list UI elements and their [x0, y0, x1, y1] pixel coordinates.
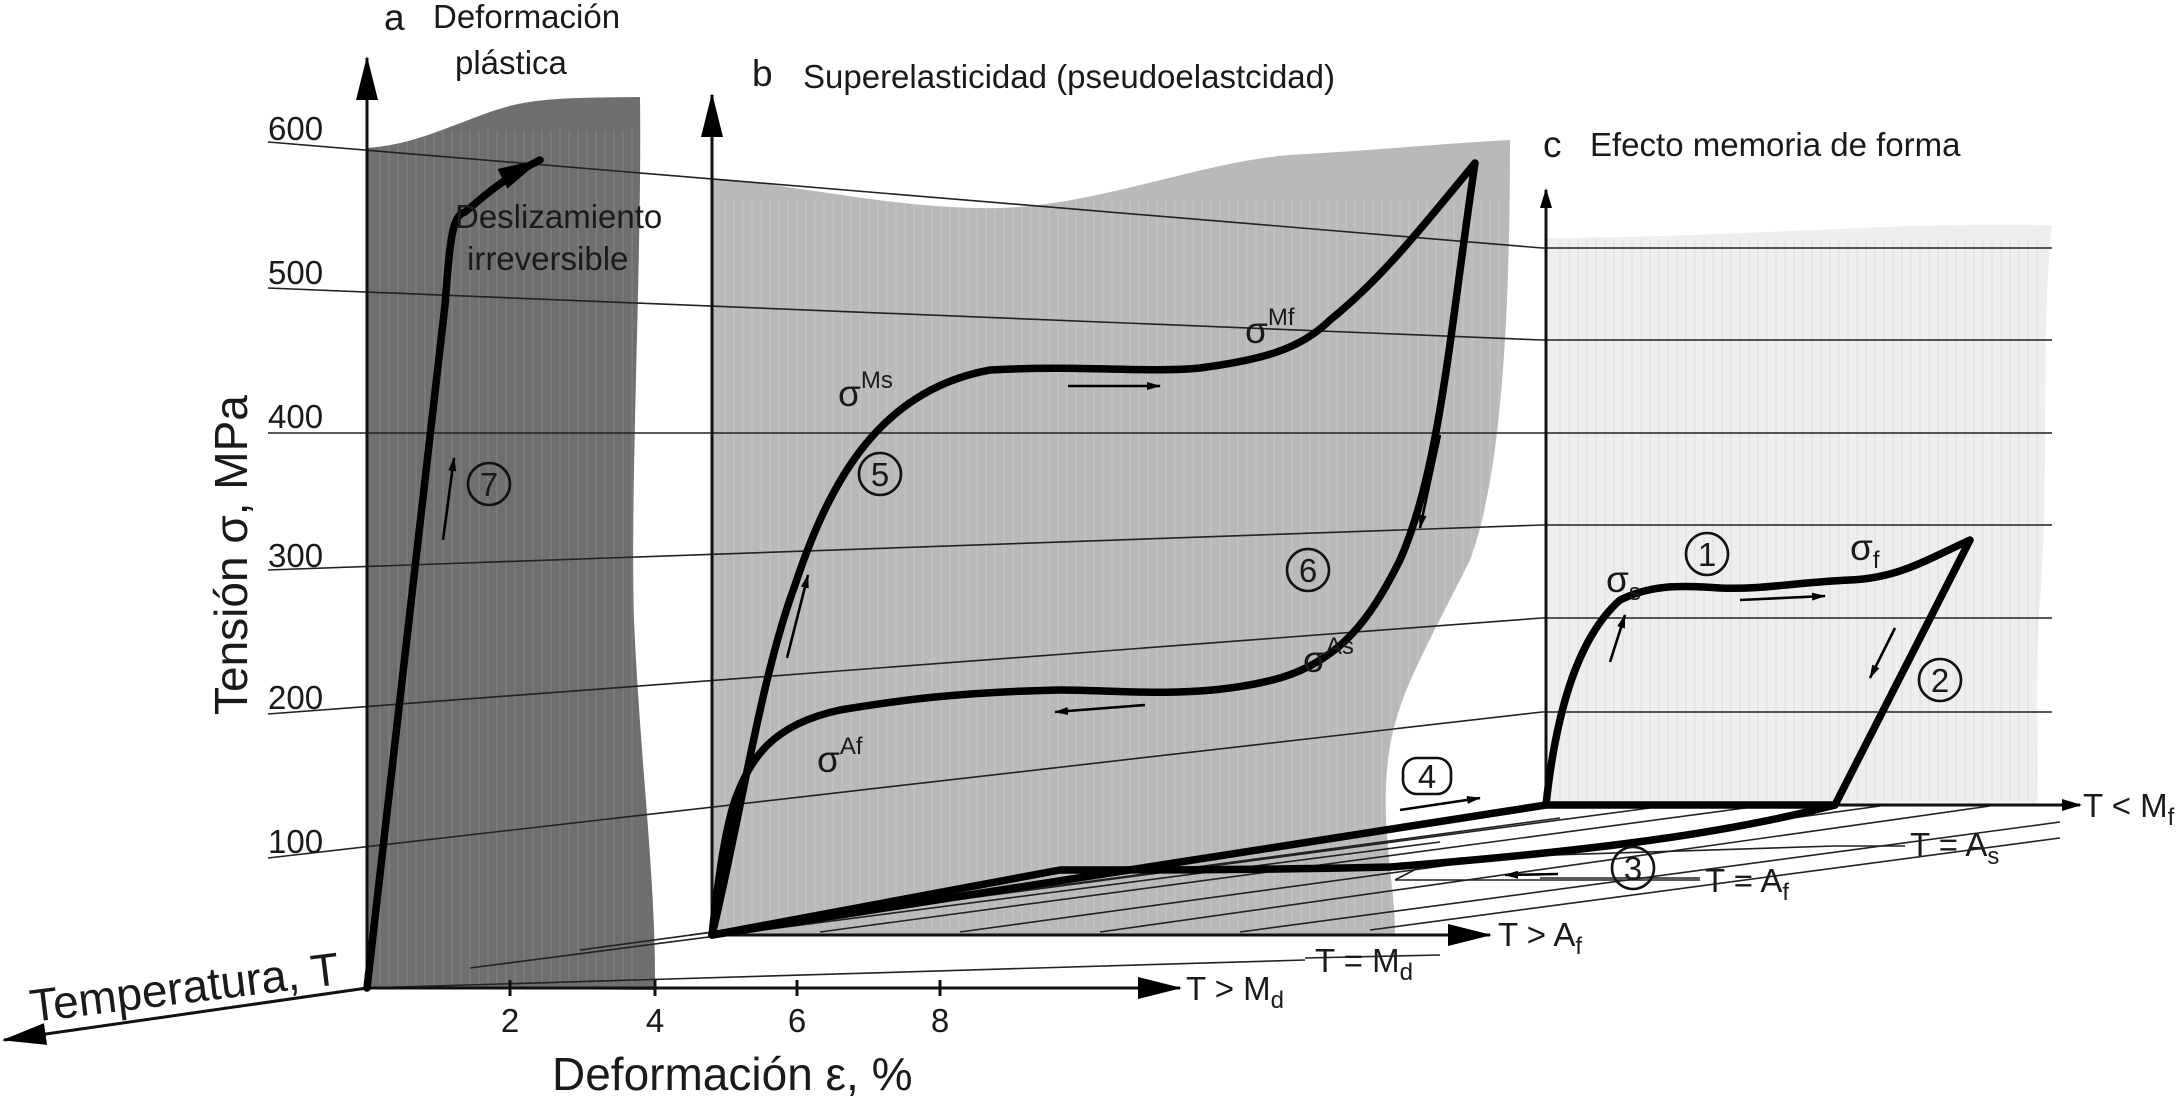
panel-c-plane	[1546, 224, 2052, 806]
x-tick-marks	[508, 980, 942, 996]
step-label-5: 5	[871, 456, 889, 493]
panel-b-title: Superelasticidad (pseudoelastcidad)	[803, 58, 1335, 95]
label-t-eq-as: T = As	[1910, 826, 1999, 870]
sigma-ms-label: σMs	[838, 367, 893, 414]
curve-shape-memory-return	[708, 801, 1839, 939]
panel-a-plane	[367, 97, 656, 990]
curve-superelastic-loop	[708, 159, 1479, 939]
panel-a-letter: a	[384, 0, 405, 38]
y-tick-300: 300	[268, 537, 323, 574]
step-markers: 7 5 6 1 2 3 4	[466, 451, 1963, 891]
step-label-7: 7	[480, 466, 498, 503]
temperature-axis-label: Temperatura, T	[27, 942, 342, 1032]
x-axis-label: Deformación ε, %	[552, 1048, 913, 1100]
label-t-eq-af: T = Af	[1705, 862, 1789, 906]
step-marker-4	[1401, 756, 1453, 796]
step-marker-2	[1917, 657, 1963, 703]
x-tick-4: 4	[646, 1002, 664, 1039]
step-marker-5	[857, 451, 903, 497]
slip-annotation-line2: irreversible	[467, 240, 628, 277]
sigma-af-label: σAf	[817, 733, 863, 780]
panel-a-title-line1: Deformación	[433, 0, 620, 35]
label-t-lt-mf: T < Mf	[2083, 787, 2175, 831]
temperature-axis	[2, 986, 368, 1045]
step-label-2: 2	[1931, 662, 1949, 699]
sigma-as-label: σAs	[1303, 633, 1354, 680]
curve-plastic-deformation	[363, 156, 544, 992]
y-tick-labels: 600 500 400 300 200 100	[268, 110, 323, 860]
sigma-s-label: σs	[1606, 559, 1641, 606]
panel-c-letter: c	[1543, 124, 1562, 165]
panel-b-letter: b	[752, 53, 773, 94]
y-tick-200: 200	[268, 679, 323, 716]
y-axis-label: Tensión σ, MPa	[205, 395, 257, 715]
step-marker-3	[1610, 845, 1656, 891]
step-label-6: 6	[1299, 552, 1317, 589]
label-t-gt-af: T > Af	[1498, 916, 1582, 960]
step-marker-6	[1285, 547, 1331, 593]
x-tick-6: 6	[788, 1002, 806, 1039]
slip-annotation-line1: Deslizamiento	[455, 198, 662, 235]
curve-shape-memory-loop	[1542, 536, 1974, 809]
stress-grid-lines	[267, 141, 2052, 859]
direction-arrows	[441, 382, 1897, 879]
sigma-mf-label: σMf	[1245, 304, 1295, 351]
step-marker-7	[466, 461, 512, 507]
y-tick-600: 600	[268, 110, 323, 147]
y-tick-400: 400	[268, 398, 323, 435]
panel-a-title-line2: plástica	[455, 44, 568, 81]
label-t-gt-md: T > Md	[1186, 970, 1284, 1014]
step-label-3: 3	[1624, 850, 1642, 887]
x-tick-8: 8	[931, 1002, 949, 1039]
step-label-4: 4	[1418, 758, 1436, 795]
panel-c-title: Efecto memoria de forma	[1590, 126, 1961, 163]
label-t-eq-md: T = Md	[1315, 942, 1413, 986]
x-tick-2: 2	[501, 1002, 519, 1039]
y-tick-500: 500	[268, 254, 323, 291]
y-tick-100: 100	[268, 823, 323, 860]
sigma-f-label: σf	[1850, 527, 1880, 574]
step-marker-1	[1684, 531, 1730, 577]
step-label-1: 1	[1698, 536, 1716, 573]
